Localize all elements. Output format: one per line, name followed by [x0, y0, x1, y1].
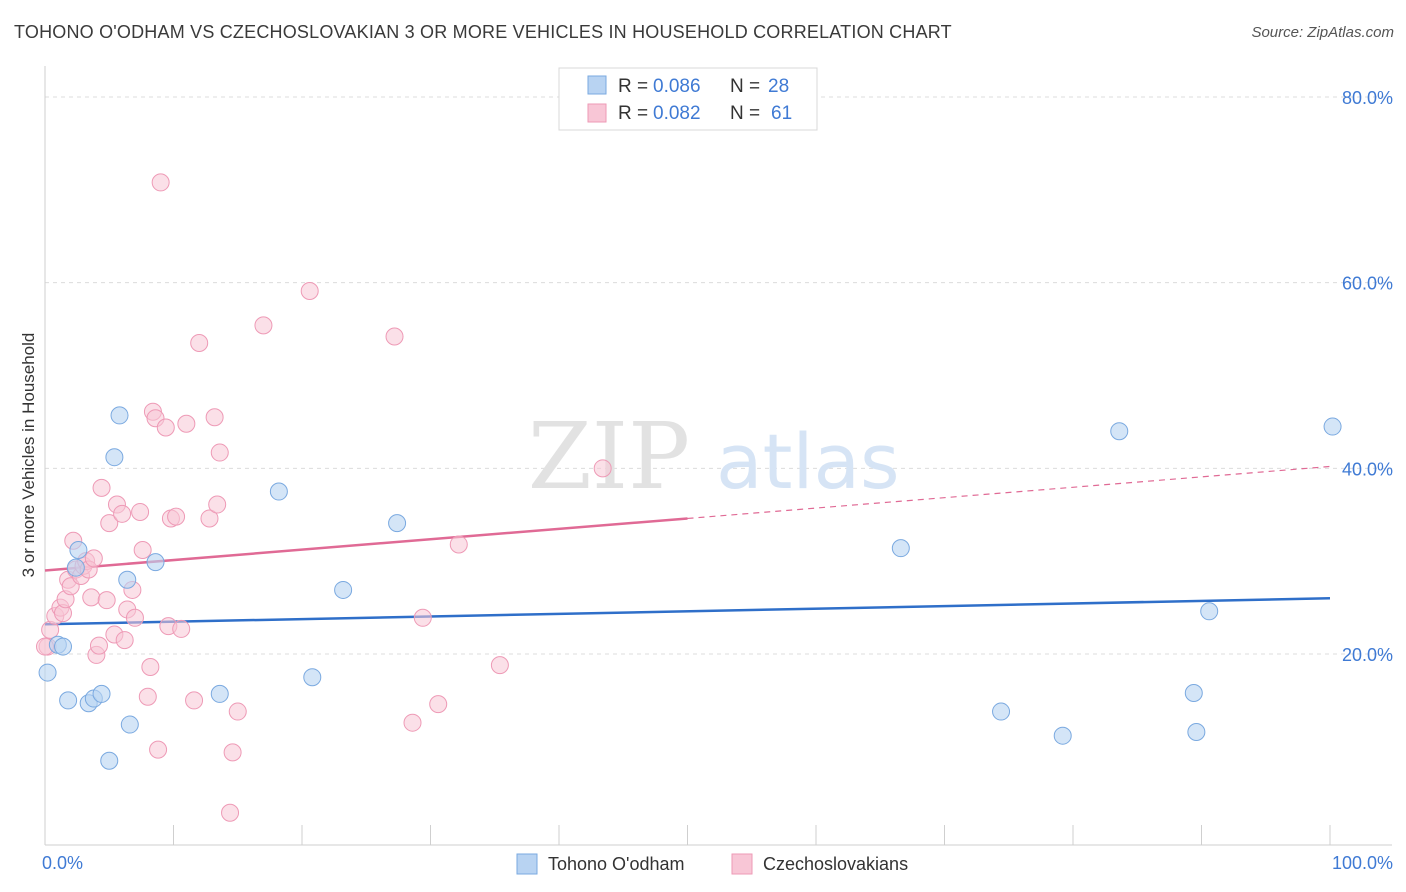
point-czech-19: [97, 591, 116, 610]
point-czech-36: [156, 418, 175, 437]
tick-labels: 20.0% 40.0% 60.0% 80.0% 0.0% 100.0%: [42, 88, 1393, 873]
point-czech-55: [413, 608, 432, 627]
point-tohono-16: [269, 482, 288, 501]
x-tick-label-max: 100.0%: [1332, 853, 1393, 873]
legend-swatch-czech: [587, 103, 607, 123]
point-tohono-10: [105, 448, 124, 467]
point-czech-35: [151, 173, 170, 192]
legend-n-label-1: N =: [730, 76, 760, 97]
legend-r-value-1: 0.086: [653, 76, 701, 97]
point-tohono-8: [92, 684, 111, 703]
point-tohono-21: [992, 702, 1011, 721]
point-tohono-11: [110, 406, 129, 425]
point-czech-40: [172, 619, 191, 638]
trend-line-czech-extension: [687, 465, 1331, 520]
grid: [45, 96, 1392, 655]
point-tohono-12: [118, 570, 137, 589]
point-tohono-25: [1187, 722, 1206, 741]
point-tohono-14: [146, 553, 165, 572]
point-czech-42: [185, 691, 204, 710]
point-czech-17: [89, 636, 108, 655]
legend-r-label-1: R =: [618, 76, 648, 97]
point-tohono-20: [891, 539, 910, 558]
point-czech-44: [200, 509, 219, 528]
x-tick-label-min: 0.0%: [42, 853, 83, 873]
point-czech-46: [208, 495, 227, 514]
point-czech-24: [115, 631, 134, 650]
legend-n-value-1: 28: [768, 76, 789, 97]
trend-line-tohono: [44, 597, 1331, 626]
point-czech-41: [177, 414, 196, 433]
series-swatch-tohono: [516, 853, 538, 875]
point-tohono-0: [38, 663, 57, 682]
point-czech-29: [133, 541, 152, 560]
legend: R = 0.086 N = 28 R = 0.082 N = 61: [558, 67, 818, 131]
point-tohono-4: [66, 558, 85, 577]
y-axis-title: 3 or more Vehicles in Household: [19, 333, 38, 578]
point-czech-53: [385, 327, 404, 346]
legend-r-value-2: 0.082: [653, 103, 701, 124]
point-czech-18: [92, 478, 111, 497]
point-tohono-23: [1110, 422, 1129, 441]
chart-title: TOHONO O'ODHAM VS CZECHOSLOVAKIAN 3 OR M…: [14, 22, 952, 42]
y-tick-label-20: 20.0%: [1342, 645, 1393, 665]
legend-r-label-2: R =: [618, 103, 648, 124]
y-tick-label-80: 80.0%: [1342, 88, 1393, 108]
point-czech-47: [210, 443, 229, 462]
series-label-czech: Czechoslovakians: [763, 854, 908, 874]
point-tohono-27: [1323, 417, 1342, 436]
point-czech-45: [205, 408, 224, 427]
series-swatch-czech: [731, 853, 753, 875]
point-tohono-5: [69, 541, 88, 560]
point-tohono-2: [53, 637, 72, 656]
watermark-zip: ZIP: [528, 403, 690, 510]
point-tohono-3: [59, 691, 78, 710]
point-czech-34: [149, 740, 168, 759]
legend-n-value-2: 61: [771, 103, 792, 124]
series-legend: Tohono O'odham Czechoslovakians: [516, 853, 908, 875]
point-tohono-26: [1200, 602, 1219, 621]
point-czech-28: [131, 502, 150, 521]
point-czech-57: [449, 535, 468, 554]
point-czech-15: [84, 549, 103, 568]
point-tohono-22: [1053, 726, 1072, 745]
point-tohono-15: [210, 684, 229, 703]
point-tohono-19: [388, 514, 407, 533]
point-czech-30: [138, 687, 157, 706]
point-czech-58: [490, 656, 509, 675]
point-czech-52: [300, 282, 319, 301]
legend-n-label-2: N =: [730, 103, 760, 124]
point-czech-51: [254, 316, 273, 335]
source-label: Source: ZipAtlas.com: [1251, 24, 1394, 41]
series-label-tohono: Tohono O'odham: [548, 854, 685, 874]
point-czech-20: [100, 514, 119, 533]
point-czech-14: [82, 588, 101, 607]
point-czech-49: [223, 743, 242, 762]
point-czech-54: [403, 713, 422, 732]
point-czech-43: [190, 334, 209, 353]
point-tohono-24: [1184, 683, 1203, 702]
point-czech-39: [167, 507, 186, 526]
point-czech-48: [221, 803, 240, 822]
y-tick-label-40: 40.0%: [1342, 459, 1393, 479]
legend-swatch-tohono: [587, 75, 607, 95]
point-czech-59: [593, 459, 612, 478]
watermark-atlas: atlas: [716, 417, 900, 506]
y-tick-label-60: 60.0%: [1342, 274, 1393, 294]
axes: [44, 66, 1392, 846]
point-czech-56: [429, 695, 448, 714]
point-tohono-17: [303, 668, 322, 687]
point-tohono-9: [100, 751, 119, 770]
point-czech-50: [228, 702, 247, 721]
point-czech-23: [113, 504, 132, 523]
point-czech-31: [141, 657, 160, 676]
point-czech-27: [125, 608, 144, 627]
data-points: [36, 173, 1342, 822]
point-tohono-13: [120, 715, 139, 734]
point-tohono-18: [334, 580, 353, 599]
